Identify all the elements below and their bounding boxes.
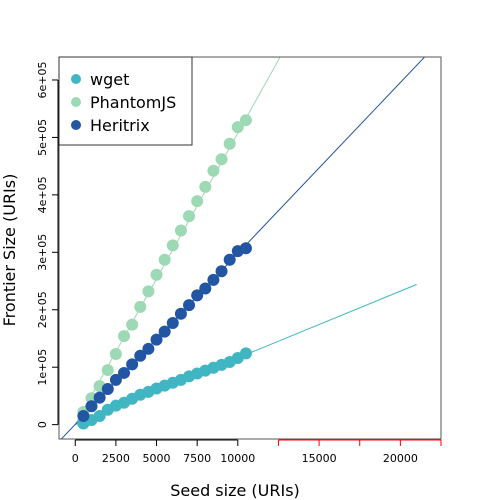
heritrix-point (215, 265, 228, 278)
heritrix-point (223, 253, 236, 266)
heritrix-point (239, 242, 252, 255)
phantomjs-point (174, 224, 187, 237)
heritrix-point (166, 316, 179, 329)
phantomjs-point (231, 121, 244, 134)
phantomjs-point (109, 347, 122, 360)
heritrix-point (126, 358, 139, 371)
x-axis: 0 2500 5000 7500 10000 15000 20000 (72, 439, 442, 465)
phantomjs-point (183, 210, 196, 223)
heritrix-point (77, 410, 90, 423)
legend-marker-phantomjs (71, 97, 81, 107)
heritrix-point (174, 307, 187, 320)
phantomjs-point (199, 180, 212, 193)
phantomjs-point (158, 253, 171, 266)
phantomjs-point (101, 364, 114, 377)
x-tick-label: 7500 (183, 452, 211, 465)
phantomjs-point (142, 285, 155, 298)
y-tick-label: 4e+05 (36, 176, 49, 213)
heritrix-point (101, 383, 114, 396)
x-tick-label: 20000 (383, 452, 418, 465)
legend-box (58, 56, 193, 146)
legend-label-heritrix: Heritrix (90, 116, 150, 135)
heritrix-point (199, 282, 212, 295)
x-tick-label: 15000 (302, 452, 337, 465)
phantomjs-point (166, 239, 179, 252)
phantomjs-point (134, 300, 147, 313)
y-axis: 0 1e+05 2e+05 3e+05 4e+05 5e+05 6e+05 (36, 61, 59, 428)
wget-point (239, 347, 252, 360)
heritrix-point (207, 273, 220, 286)
x-tick-label: 10000 (220, 452, 255, 465)
x-axis-title: Seed size (URIs) (170, 481, 300, 500)
legend-marker-wget (71, 74, 81, 84)
heritrix-point (191, 289, 204, 302)
heritrix-point (183, 299, 196, 312)
legend-marker-heritrix (71, 120, 81, 130)
phantomjs-point (207, 164, 220, 177)
heritrix-point (109, 373, 122, 386)
y-axis-title: Frontier Size (URIs) (0, 174, 19, 327)
x-tick-label: 0 (72, 452, 79, 465)
y-tick-label: 6e+05 (36, 61, 49, 98)
heritrix-point (85, 400, 98, 413)
heritrix-point (134, 349, 147, 362)
phantomjs-point (150, 268, 163, 281)
heritrix-point (158, 325, 171, 338)
y-tick-label: 0 (36, 421, 49, 428)
x-tick-label: 5000 (143, 452, 171, 465)
heritrix-point (150, 333, 163, 346)
phantomjs-point (215, 153, 228, 166)
phantomjs-point (239, 114, 252, 127)
wget-point (93, 410, 106, 423)
y-tick-label: 2e+05 (36, 291, 49, 328)
phantomjs-point (126, 318, 139, 331)
y-tick-label: 1e+05 (36, 349, 49, 386)
legend-label-wget: wget (90, 70, 129, 89)
phantomjs-point (118, 330, 131, 343)
y-tick-label: 3e+05 (36, 234, 49, 271)
legend: wget PhantomJS Heritrix (58, 56, 193, 146)
phantomjs-point (191, 195, 204, 208)
heritrix-point (142, 342, 155, 355)
plot-frame (58, 56, 442, 440)
legend-label-phantomjs: PhantomJS (90, 93, 176, 112)
x-tick-label: 2500 (102, 452, 130, 465)
data-points (77, 114, 252, 430)
phantomjs-point (223, 137, 236, 150)
heritrix-point (93, 391, 106, 404)
heritrix-point (118, 366, 131, 379)
y-tick-label: 5e+05 (36, 119, 49, 156)
